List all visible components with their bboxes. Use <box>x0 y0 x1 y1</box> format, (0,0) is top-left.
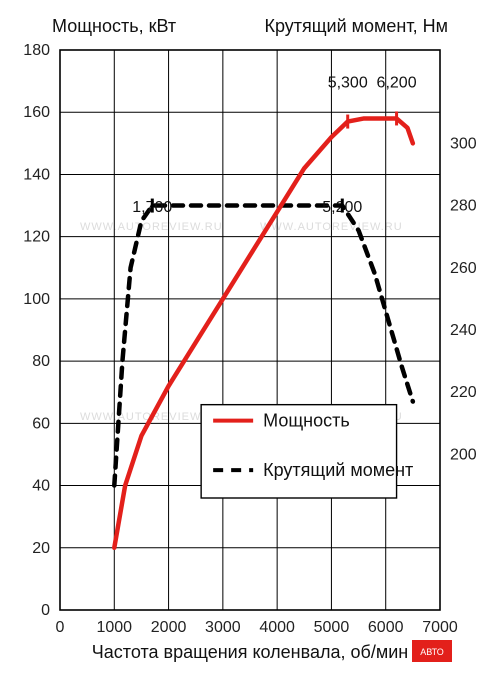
y-left-tick-label: 100 <box>23 291 50 308</box>
y-left-tick-label: 140 <box>23 166 50 183</box>
y-right-tick-label: 260 <box>450 260 477 277</box>
x-title: Частота вращения коленвала, об/мин <box>92 642 408 662</box>
y-right-tick-label: 280 <box>450 198 477 215</box>
y-left-title: Мощность, кВт <box>52 16 176 36</box>
y-right-tick-label: 200 <box>450 446 477 463</box>
y-right-tick-label: 300 <box>450 135 477 152</box>
y-left-tick-label: 40 <box>32 478 50 495</box>
y-left-tick-label: 60 <box>32 415 50 432</box>
x-tick-label: 5000 <box>314 619 350 636</box>
y-left-tick-label: 0 <box>41 602 50 619</box>
x-tick-label: 6000 <box>368 619 404 636</box>
y-right-tick-label: 220 <box>450 384 477 401</box>
y-left-tick-label: 80 <box>32 353 50 370</box>
legend-label: Мощность <box>263 411 350 431</box>
source-logo-text: АВТО <box>420 647 444 657</box>
y-left-tick-label: 180 <box>23 42 50 59</box>
legend-label: Крутящий момент <box>263 460 413 480</box>
y-right-tick-label: 240 <box>450 322 477 339</box>
x-tick-label: 1000 <box>96 619 132 636</box>
y-left-tick-label: 20 <box>32 540 50 557</box>
chart-bg <box>0 0 500 690</box>
y-right-title: Крутящий момент, Нм <box>264 16 448 36</box>
x-tick-label: 4000 <box>259 619 295 636</box>
x-tick-label: 7000 <box>422 619 458 636</box>
watermark: WWW.AUTOREVIEW.RU <box>80 221 223 233</box>
y-left-tick-label: 160 <box>23 104 50 121</box>
engine-curve-chart: WWW.AUTOREVIEW.RUWWW.AUTOREVIEW.RUWWW.AU… <box>0 0 500 690</box>
callout-label: 5,300 <box>328 74 368 91</box>
x-tick-label: 2000 <box>151 619 187 636</box>
y-left-tick-label: 120 <box>23 229 50 246</box>
callout-label: 6,200 <box>377 74 417 91</box>
x-tick-label: 3000 <box>205 619 241 636</box>
x-tick-label: 0 <box>56 619 65 636</box>
